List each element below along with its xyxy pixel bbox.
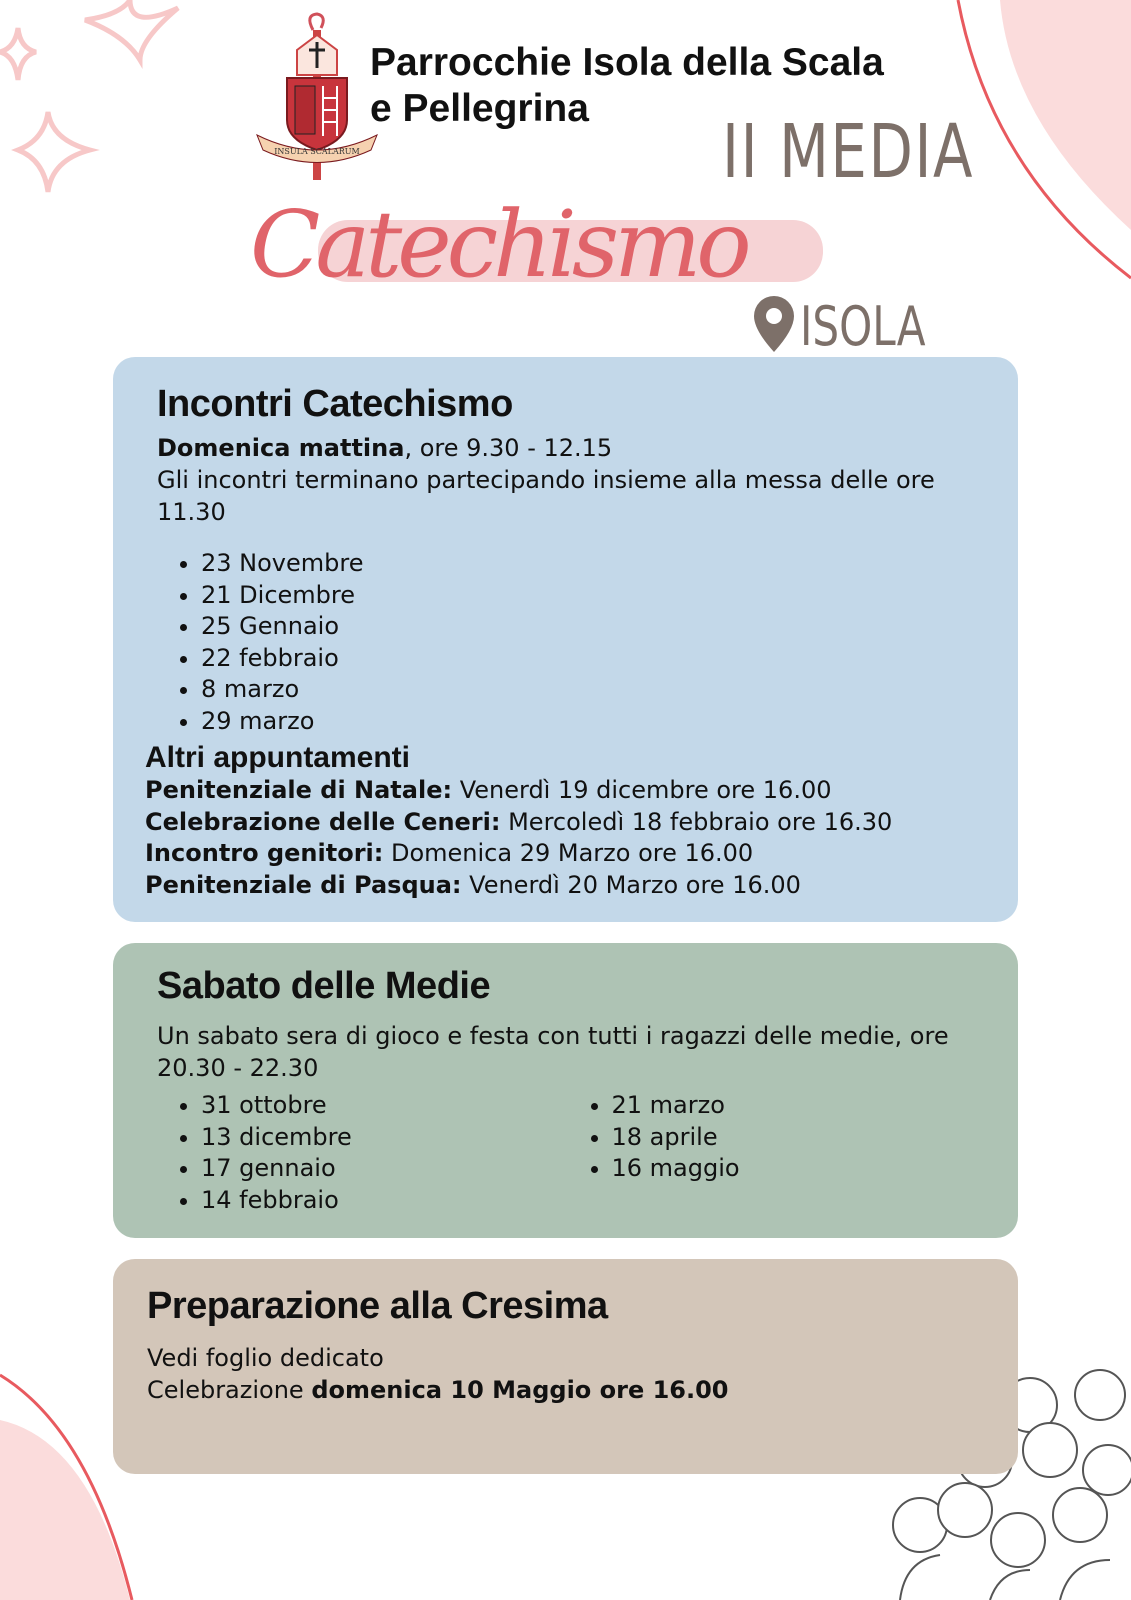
location-pin-icon xyxy=(754,296,794,352)
pink-blob-bottom-left xyxy=(0,1420,130,1600)
parish-name: Parrocchie Isola della Scala e Pellegrin… xyxy=(370,40,884,132)
parish-name-line1: Parrocchie Isola della Scala xyxy=(370,41,884,84)
appointment-value: Venerdì 19 dicembre ore 16.00 xyxy=(452,776,832,804)
sabato-dates-right: 21 marzo 18 aprile 16 maggio xyxy=(568,1090,979,1216)
location-label: ISOLA xyxy=(800,295,926,358)
altri-title: Altri appuntamenti xyxy=(145,741,411,774)
appointment: Penitenziale di Pasqua: Venerdì 20 Marzo… xyxy=(145,870,978,902)
appointment-value: Domenica 29 Marzo ore 16.00 xyxy=(383,839,754,867)
appointment: Penitenziale di Natale: Venerdì 19 dicem… xyxy=(145,775,978,807)
appointment-label: Celebrazione delle Ceneri: xyxy=(145,807,501,836)
cresima-date: domenica 10 Maggio ore 16.00 xyxy=(311,1376,729,1404)
cresima-line2: Celebrazione domenica 10 Maggio ore 16.0… xyxy=(147,1374,978,1406)
list-item: 31 ottobre xyxy=(201,1090,568,1122)
parish-name-line2: e Pellegrina xyxy=(370,87,589,130)
curve-bottom-left xyxy=(0,1373,134,1600)
cresima-card: Preparazione alla Cresima Vedi foglio de… xyxy=(113,1259,1018,1474)
altri-list: Penitenziale di Natale: Venerdì 19 dicem… xyxy=(145,775,978,901)
list-item: 17 gennaio xyxy=(201,1153,568,1185)
incontri-card: Incontri Catechismo Domenica mattina, or… xyxy=(113,357,1018,922)
sabato-title: Sabato delle Medie xyxy=(157,965,491,1007)
list-item: 23 Novembre xyxy=(201,548,978,580)
script-highlight xyxy=(318,220,823,282)
list-item: 22 febbraio xyxy=(201,643,978,675)
list-item: 21 marzo xyxy=(612,1090,979,1122)
when-day: Domenica mattina xyxy=(157,434,405,462)
appointment-label: Incontro genitori: xyxy=(145,839,384,867)
list-item: 13 dicembre xyxy=(201,1122,568,1154)
list-item: 18 aprile xyxy=(612,1122,979,1154)
appointment-label: Penitenziale di Pasqua: xyxy=(145,870,462,899)
list-item: 21 Dicembre xyxy=(201,580,978,612)
script-title: Catechismo xyxy=(250,191,752,298)
incontri-dates: 23 Novembre 21 Dicembre 25 Gennaio 22 fe… xyxy=(157,548,978,737)
incontri-note: Gli incontri terminano partecipando insi… xyxy=(157,466,935,526)
pink-blob-top-right xyxy=(1000,0,1131,230)
grade-label: II MEDIA xyxy=(722,109,975,195)
sabato-dates: 31 ottobre 13 dicembre 17 gennaio 14 feb… xyxy=(157,1084,978,1216)
appointment-value: Mercoledì 18 febbraio ore 16.30 xyxy=(500,807,893,836)
incontri-title: Incontri Catechismo xyxy=(157,383,513,425)
list-item: 29 marzo xyxy=(201,706,978,738)
when-time: , ore 9.30 - 12.15 xyxy=(404,434,613,462)
sabato-desc: Un sabato sera di gioco e festa con tutt… xyxy=(157,1022,949,1082)
cresima-label: Celebrazione xyxy=(147,1376,312,1404)
list-item: 16 maggio xyxy=(612,1153,979,1185)
sparkle-icon xyxy=(0,0,180,193)
list-item: 14 febbraio xyxy=(201,1185,568,1217)
cresima-title: Preparazione alla Cresima xyxy=(147,1285,608,1327)
list-item: 8 marzo xyxy=(201,674,978,706)
logo-motto: INSULA SCALARUM xyxy=(274,147,359,156)
sabato-dates-left: 31 ottobre 13 dicembre 17 gennaio 14 feb… xyxy=(157,1090,568,1216)
cresima-line1: Vedi foglio dedicato xyxy=(147,1344,384,1372)
appointment-value: Venerdì 20 Marzo ore 16.00 xyxy=(461,870,801,899)
appointment: Incontro genitori: Domenica 29 Marzo ore… xyxy=(145,838,978,870)
appointment-label: Penitenziale di Natale: xyxy=(145,776,453,804)
list-item: 25 Gennaio xyxy=(201,611,978,643)
curve-top-right xyxy=(956,0,1131,280)
sabato-card: Sabato delle Medie Un sabato sera di gio… xyxy=(113,943,1018,1238)
incontri-when: Domenica mattina, ore 9.30 - 12.15 xyxy=(157,432,978,464)
appointment: Celebrazione delle Ceneri: Mercoledì 18 … xyxy=(145,807,978,839)
parish-logo: INSULA SCALARUM xyxy=(256,12,378,180)
